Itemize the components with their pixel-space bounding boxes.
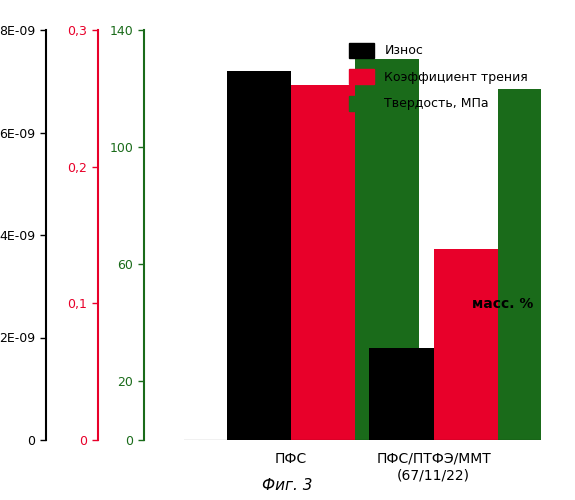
- Bar: [355, 60, 419, 440]
- Bar: [434, 248, 498, 440]
- Bar: [291, 84, 355, 440]
- Text: масс. %: масс. %: [472, 296, 534, 310]
- Text: Фиг. 3: Фиг. 3: [262, 478, 313, 493]
- Bar: [369, 348, 434, 440]
- Bar: [498, 88, 562, 440]
- Bar: [227, 71, 291, 440]
- Legend: Износ, Коэффициент трения, Твердость, МПа: Износ, Коэффициент трения, Твердость, МП…: [343, 36, 534, 117]
